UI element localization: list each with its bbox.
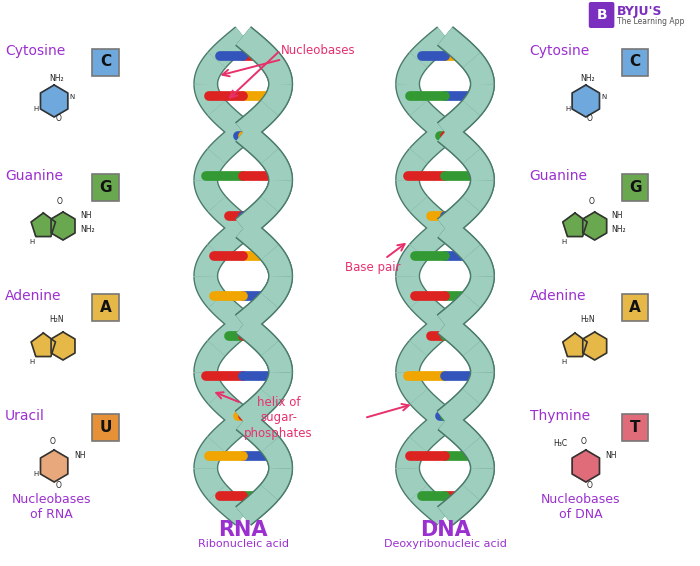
FancyBboxPatch shape bbox=[622, 174, 648, 200]
Polygon shape bbox=[582, 212, 607, 240]
Text: O: O bbox=[55, 481, 61, 490]
FancyBboxPatch shape bbox=[92, 294, 118, 320]
Polygon shape bbox=[572, 450, 599, 482]
Text: Guanine: Guanine bbox=[530, 169, 588, 183]
Text: H: H bbox=[34, 106, 39, 112]
Text: Cytosine: Cytosine bbox=[5, 44, 65, 58]
FancyBboxPatch shape bbox=[92, 414, 118, 440]
Polygon shape bbox=[572, 85, 599, 117]
Text: O: O bbox=[49, 437, 55, 446]
Text: NH₂: NH₂ bbox=[80, 225, 94, 234]
Text: NH₂: NH₂ bbox=[49, 74, 64, 83]
Text: H: H bbox=[34, 471, 39, 477]
FancyBboxPatch shape bbox=[622, 414, 648, 440]
Text: NH: NH bbox=[80, 211, 91, 220]
FancyBboxPatch shape bbox=[622, 294, 648, 320]
Text: H: H bbox=[30, 359, 35, 365]
Text: Guanine: Guanine bbox=[5, 169, 63, 183]
Text: O: O bbox=[55, 114, 61, 123]
Polygon shape bbox=[51, 212, 75, 240]
Text: BYJU'S: BYJU'S bbox=[617, 6, 663, 19]
Text: O: O bbox=[587, 481, 593, 490]
Text: Ribonucleic acid: Ribonucleic acid bbox=[197, 539, 288, 549]
Text: A: A bbox=[629, 299, 641, 315]
Polygon shape bbox=[31, 333, 55, 357]
Text: Thymine: Thymine bbox=[530, 409, 590, 423]
Text: RNA: RNA bbox=[218, 520, 268, 540]
Text: N: N bbox=[69, 94, 74, 100]
Text: O: O bbox=[57, 197, 63, 206]
Text: DNA: DNA bbox=[420, 520, 470, 540]
Text: helix of
sugar-
phosphates: helix of sugar- phosphates bbox=[216, 392, 313, 440]
Text: Nucleobases: Nucleobases bbox=[223, 44, 355, 76]
Text: H₂N: H₂N bbox=[49, 315, 64, 324]
Text: Adenine: Adenine bbox=[5, 289, 62, 303]
Text: O: O bbox=[589, 197, 595, 206]
Text: O: O bbox=[581, 437, 587, 446]
Text: N: N bbox=[601, 94, 606, 100]
Text: NH: NH bbox=[611, 211, 623, 220]
FancyBboxPatch shape bbox=[92, 174, 118, 200]
Text: G: G bbox=[99, 179, 111, 195]
Polygon shape bbox=[563, 333, 587, 357]
Text: B: B bbox=[596, 8, 607, 22]
Text: NH₂: NH₂ bbox=[611, 225, 626, 234]
Text: H: H bbox=[566, 106, 570, 112]
Text: T: T bbox=[630, 419, 640, 435]
Text: H: H bbox=[561, 359, 567, 365]
Text: G: G bbox=[629, 179, 641, 195]
Text: Nucleobases
of RNA: Nucleobases of RNA bbox=[11, 493, 91, 521]
Text: The Learning App: The Learning App bbox=[617, 18, 685, 27]
Text: NH₂: NH₂ bbox=[580, 74, 595, 83]
Text: C: C bbox=[100, 54, 111, 70]
Polygon shape bbox=[31, 213, 55, 237]
Polygon shape bbox=[41, 450, 68, 482]
FancyBboxPatch shape bbox=[622, 49, 648, 75]
Text: H₂N: H₂N bbox=[580, 315, 595, 324]
Text: NH: NH bbox=[606, 451, 617, 460]
Polygon shape bbox=[41, 85, 68, 117]
Text: H: H bbox=[561, 239, 567, 245]
Text: Cytosine: Cytosine bbox=[530, 44, 590, 58]
Polygon shape bbox=[582, 332, 607, 360]
Text: U: U bbox=[99, 419, 111, 435]
Text: H₃C: H₃C bbox=[553, 439, 567, 448]
Text: O: O bbox=[587, 114, 593, 123]
Text: H: H bbox=[30, 239, 35, 245]
Text: A: A bbox=[99, 299, 111, 315]
Text: Base pair: Base pair bbox=[344, 244, 405, 275]
Text: Nucleobases
of DNA: Nucleobases of DNA bbox=[541, 493, 621, 521]
FancyBboxPatch shape bbox=[589, 2, 615, 28]
Text: NH: NH bbox=[74, 451, 85, 460]
Polygon shape bbox=[563, 213, 587, 237]
Text: Uracil: Uracil bbox=[5, 409, 45, 423]
Text: Deoxyribonucleic acid: Deoxyribonucleic acid bbox=[384, 539, 507, 549]
FancyBboxPatch shape bbox=[92, 49, 118, 75]
Text: Adenine: Adenine bbox=[530, 289, 586, 303]
Polygon shape bbox=[51, 332, 75, 360]
Text: C: C bbox=[629, 54, 641, 70]
